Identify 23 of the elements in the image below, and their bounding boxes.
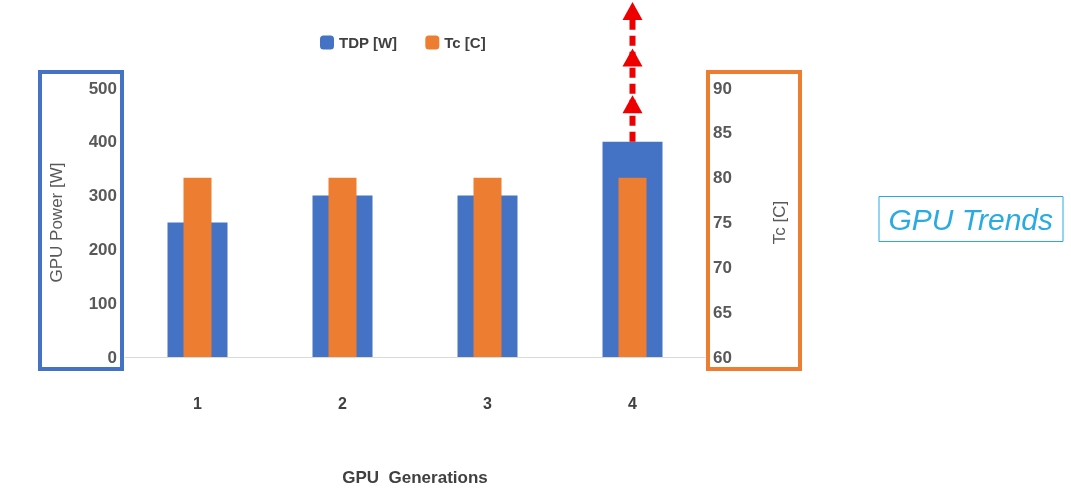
x-tick-label: 3	[483, 394, 493, 412]
y-tick-label: 200	[88, 239, 117, 259]
y2-tick-label: 70	[713, 257, 732, 277]
y2-tick-label: 75	[713, 213, 732, 232]
y-tick-label: 300	[88, 186, 117, 206]
x-tick-label: 1	[193, 394, 203, 412]
y2-tick-label: 60	[713, 347, 732, 367]
y2-tick-label: 80	[713, 168, 732, 188]
x-tick-label: 4	[628, 394, 638, 412]
y-tick-label: 500	[88, 78, 117, 98]
y-tick-label: 400	[88, 132, 117, 152]
x-tick-label: 2	[338, 394, 348, 412]
legend-label: TDP [W]	[339, 34, 398, 51]
legend-label: Tc [C]	[444, 34, 486, 51]
y-tick-label: 0	[107, 347, 117, 367]
y2-tick-label: 90	[713, 78, 732, 98]
text: GPU Trends	[888, 202, 1054, 236]
y2-tick-label: 65	[713, 302, 732, 322]
y-axis-title: GPU Power [W]	[47, 162, 66, 283]
y2-axis-title: Tc [C]	[770, 200, 789, 245]
y-tick-label: 100	[88, 293, 117, 313]
y2-tick-label: 85	[713, 123, 732, 143]
x-axis-title: GPU Generations	[342, 468, 488, 487]
